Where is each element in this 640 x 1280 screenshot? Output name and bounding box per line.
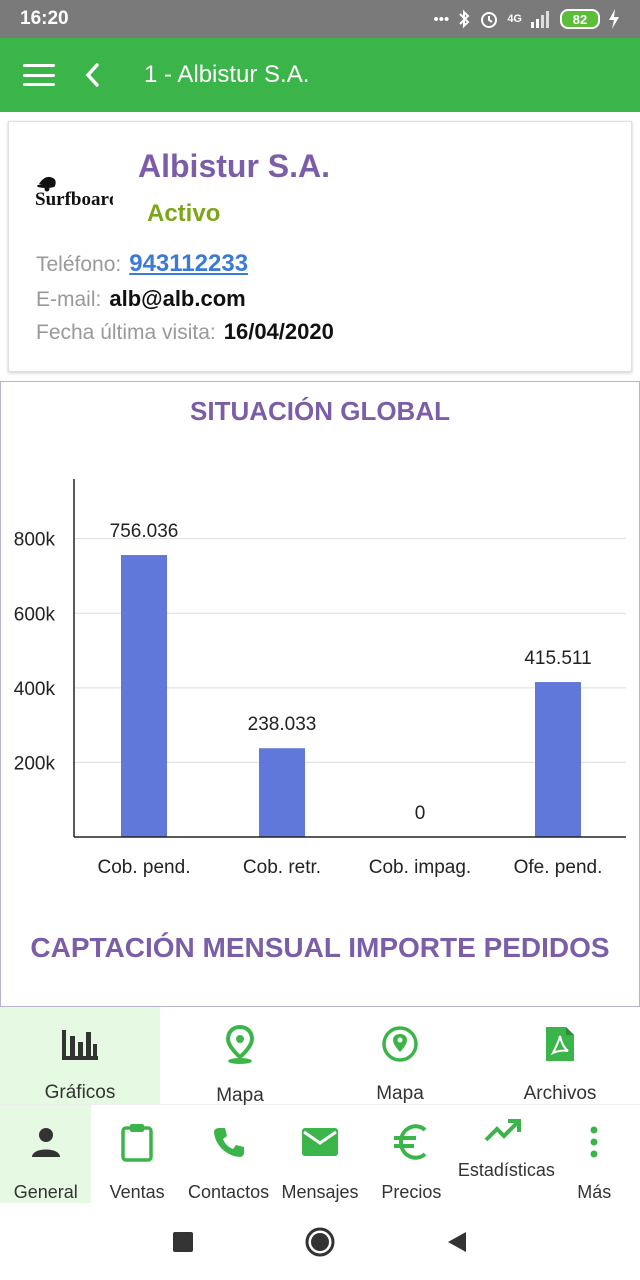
battery-icon: 82 [560, 9, 600, 29]
nav-label: Más [577, 1182, 612, 1202]
nav-estadisticas[interactable]: Estadísticas [457, 1105, 555, 1203]
more-vertical-icon [590, 1126, 598, 1158]
bar [259, 748, 305, 837]
y-tick-label: 400k [14, 679, 56, 700]
y-tick-label: 800k [14, 530, 56, 551]
nav-label: Ventas [109, 1182, 165, 1202]
nav-label: General [13, 1182, 78, 1202]
phone-label: Teléfono: [36, 253, 122, 276]
menu-button[interactable] [0, 38, 78, 112]
location-circle-icon [382, 1026, 418, 1062]
data-label: 415.511 [524, 648, 591, 669]
y-tick-label: 200k [14, 753, 56, 774]
nav-mensajes[interactable]: Mensajes [274, 1105, 365, 1203]
back-button[interactable] [78, 38, 106, 112]
status-time: 16:20 [20, 8, 69, 29]
logo-text: Surfboards [35, 189, 113, 210]
tab-mapa-pin[interactable]: Mapa [160, 1007, 320, 1106]
tab-label: Mapa [216, 1085, 264, 1106]
nav-label: Mensajes [281, 1182, 359, 1202]
tab-label: Gráficos [44, 1082, 116, 1103]
status-icons: ••• 4G 82 [434, 9, 620, 29]
chart-panel[interactable]: SITUACIÓN GLOBAL 200k 400k 600k 800k 756.036… [0, 381, 640, 1007]
mail-icon [301, 1128, 338, 1156]
back-nav-button[interactable] [446, 1230, 468, 1254]
bar-chart-icon [62, 1029, 98, 1060]
view-tabs: Gráficos Mapa Mapa Archivos [0, 1007, 640, 1106]
trending-up-icon [484, 1119, 521, 1142]
hamburger-icon [23, 64, 55, 86]
data-label: 238.033 [248, 714, 317, 735]
nav-mas[interactable]: Más [549, 1105, 640, 1203]
recents-button[interactable] [172, 1231, 194, 1253]
bar-chart: 200k 400k 600k 800k 756.036 Cob. pend. 238.033… [14, 479, 626, 878]
system-navigation [0, 1203, 640, 1280]
y-tick-label: 600k [14, 604, 56, 625]
euro-icon [394, 1124, 427, 1160]
bottom-navigation: General Ventas Contactos Mensajes Precio… [0, 1105, 640, 1203]
app-bar: 1 - Albistur S.A. [0, 38, 640, 112]
chart-title: SITUACIÓN GLOBAL [190, 396, 450, 426]
home-button[interactable] [304, 1226, 336, 1258]
status-badge: Activo [147, 200, 221, 227]
nav-ventas[interactable]: Ventas [91, 1105, 182, 1203]
network-type: 4G [507, 13, 522, 25]
data-label: 0 [415, 803, 426, 824]
status-bar: 16:20 ••• 4G 82 [0, 0, 640, 38]
client-card: Surfboards Albistur S.A. Activo Teléfono… [8, 121, 632, 372]
email-row: E-mail: alb@alb.com [36, 286, 246, 312]
last-visit-value: 16/04/2020 [223, 319, 334, 344]
tab-label: Archivos [523, 1083, 597, 1104]
tab-label: Mapa [376, 1083, 424, 1104]
nav-label: Precios [381, 1182, 442, 1202]
map-pin-icon [225, 1025, 255, 1064]
tab-archivos[interactable]: Archivos [480, 1007, 640, 1104]
nav-label: Estadísticas [457, 1160, 555, 1180]
pdf-file-icon [546, 1027, 574, 1061]
nav-contactos[interactable]: Contactos [183, 1105, 274, 1203]
section-title-monthly-orders: CAPTACIÓN MENSUAL IMPORTE PEDIDOS [30, 932, 610, 963]
bluetooth-icon [459, 9, 470, 29]
nav-general[interactable]: General [0, 1105, 92, 1203]
alarm-icon [481, 12, 498, 28]
phone-row: Teléfono: 943112233 [36, 250, 248, 278]
x-tick-label: Cob. impag. [369, 857, 471, 878]
last-visit-label: Fecha última visita: [36, 321, 216, 344]
company-logo: Surfboards [35, 176, 113, 210]
nav-label: Contactos [188, 1182, 270, 1202]
x-tick-label: Cob. pend. [98, 857, 191, 878]
tab-mapa-location[interactable]: Mapa [320, 1007, 480, 1104]
x-tick-label: Cob. retr. [243, 857, 321, 878]
last-visit-row: Fecha última visita: 16/04/2020 [36, 319, 334, 345]
chevron-left-icon [85, 63, 99, 87]
clipboard-icon [121, 1124, 153, 1162]
signal-icon [531, 11, 549, 28]
phone-icon [213, 1128, 244, 1157]
email-value: alb@alb.com [109, 286, 246, 311]
bar [535, 682, 581, 837]
client-name: Albistur S.A. [138, 148, 331, 184]
charging-icon [609, 9, 619, 29]
person-icon [31, 1128, 60, 1157]
page-title: 1 - Albistur S.A. [144, 61, 310, 88]
phone-link[interactable]: 943112233 [129, 250, 249, 277]
x-tick-label: Ofe. pend. [514, 857, 603, 878]
email-label: E-mail: [36, 288, 102, 311]
data-label: 756.036 [110, 521, 179, 542]
nav-precios[interactable]: Precios [366, 1105, 457, 1203]
tab-graficos[interactable]: Gráficos [0, 1007, 160, 1104]
more-dots-icon: ••• [433, 10, 450, 28]
bar [121, 555, 167, 837]
